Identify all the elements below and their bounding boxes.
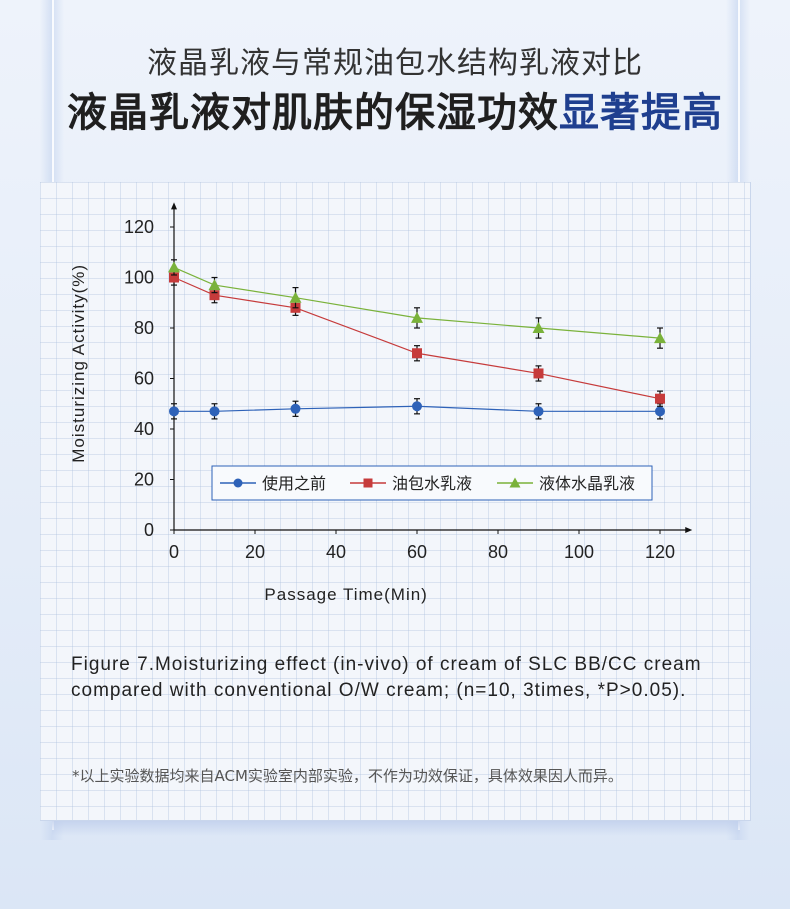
data-point (412, 348, 422, 359)
moisturizing-chart: 0 20 40 60 80 100 120 0 20 40 60 80 100 120 Passage Ti… (69, 202, 693, 604)
data-point (169, 272, 179, 283)
data-point (532, 322, 545, 333)
x-tick-label: 0 (169, 542, 179, 562)
data-point (655, 393, 665, 404)
data-point (209, 290, 220, 301)
legend-label: 液体水晶乳液 (539, 474, 635, 493)
data-point (533, 368, 544, 379)
headline-main: 液晶乳液对肌肤的保湿功效 (67, 90, 559, 136)
disclaimer-footnote: *以上实验数据均来自ACM实验室内部实验，不作为功效保证，具体效果因人而异。 (72, 767, 623, 785)
y-tick-label: 60 (134, 369, 154, 389)
x-tick-label: 40 (326, 542, 346, 562)
data-point (289, 291, 302, 303)
y-axis-arrow (171, 202, 177, 210)
page-subtitle: 液晶乳液与常规油包水结构乳液对比 (147, 46, 643, 81)
frame-bottom (52, 818, 740, 836)
series-line-2 (173, 266, 661, 339)
y-tick-label: 40 (134, 419, 154, 439)
figure-caption: Figure 7.Moisturizing effect (in-vivo) o… (71, 652, 751, 704)
page-headline: 液晶乳液对肌肤的保湿功效显著提高 (0, 80, 790, 138)
headline-highlight: 显著提高 (559, 90, 723, 136)
x-axis-title: Passage Time(Min) (264, 585, 427, 604)
legend-label: 油包水乳液 (392, 474, 472, 493)
x-tick-label: 20 (245, 542, 265, 562)
chart-panel (40, 182, 751, 821)
data-point (209, 406, 220, 417)
y-tick-label: 80 (134, 318, 154, 338)
legend-marker (363, 478, 373, 488)
data-point (654, 332, 666, 344)
x-tick-label: 100 (564, 542, 594, 562)
x-axis-arrow (685, 527, 693, 533)
data-point (169, 406, 179, 417)
data-point (208, 279, 221, 291)
data-point (168, 261, 180, 273)
legend-marker (509, 477, 521, 488)
y-tick-label: 0 (144, 520, 154, 540)
y-tick-label: 20 (134, 470, 154, 490)
data-point (412, 401, 422, 412)
series-line-0 (174, 405, 660, 412)
legend-marker (233, 478, 243, 488)
y-axis-title: Moisturizing Activity(%) (69, 264, 88, 463)
y-tick-label: 100 (124, 268, 154, 288)
data-point (655, 406, 665, 417)
data-point (411, 311, 423, 323)
x-tick-label: 120 (645, 542, 675, 562)
y-tick-label: 120 (124, 217, 154, 237)
legend-label: 使用之前 (262, 474, 326, 493)
x-tick-label: 60 (407, 542, 427, 562)
legend-box (211, 465, 653, 501)
series-line-1 (173, 276, 661, 400)
caption-line-1: Figure 7.Moisturizing effect (in-vivo) o… (71, 654, 702, 675)
data-point (533, 406, 544, 417)
data-point (290, 403, 301, 414)
caption-line-2: compared with conventional O/W cream; (n… (71, 680, 687, 701)
x-tick-label: 80 (488, 542, 508, 562)
